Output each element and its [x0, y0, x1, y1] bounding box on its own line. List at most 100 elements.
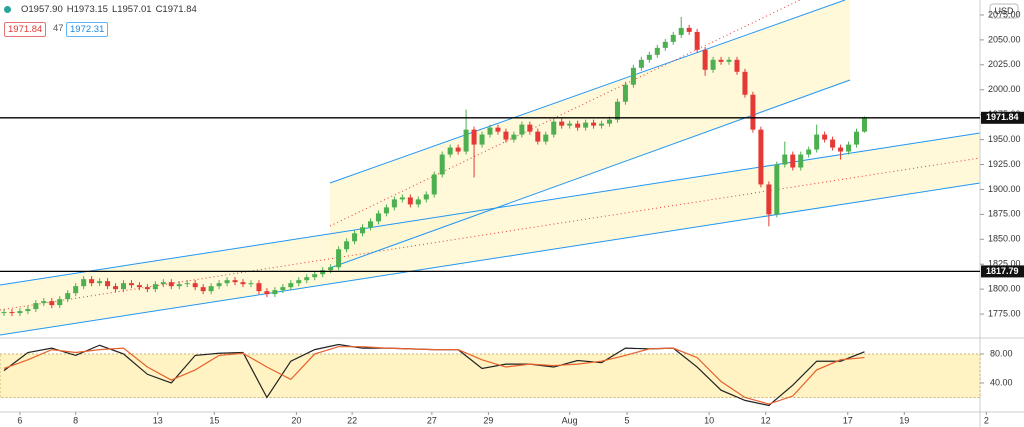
- candle-body: [65, 293, 71, 300]
- x-tick-label: 17: [843, 415, 853, 425]
- candle-body: [662, 41, 668, 48]
- candle-body: [559, 121, 565, 126]
- ohlc-open: O1957.90: [21, 4, 63, 15]
- candle-body: [798, 154, 804, 168]
- candle-body: [519, 124, 525, 135]
- y-tick-label: 2025.00: [988, 59, 1021, 69]
- price-label: 1971.84: [986, 112, 1019, 122]
- candle-body: [320, 270, 326, 275]
- candle-body: [391, 199, 397, 208]
- y-tick-label: 1950.00: [988, 134, 1021, 144]
- candle-body: [81, 279, 87, 287]
- candle-body: [575, 123, 581, 128]
- candle-body: [192, 283, 198, 288]
- candle-body: [288, 283, 294, 288]
- candle-body: [184, 283, 190, 285]
- candle-body: [607, 119, 613, 124]
- candle-body: [822, 134, 828, 140]
- candle-body: [25, 309, 31, 312]
- candle-body: [272, 290, 278, 295]
- candle-body: [830, 139, 836, 148]
- candle-body: [527, 124, 533, 132]
- candle-body: [702, 49, 708, 70]
- y-tick-label: 1825.00: [988, 259, 1021, 269]
- candle-body: [479, 134, 485, 145]
- candle-body: [638, 59, 644, 68]
- ohlc-high: H1973.15: [66, 4, 108, 15]
- y-tick-label: 2050.00: [988, 34, 1021, 44]
- candle-body: [846, 144, 852, 152]
- x-tick-label: 12: [761, 415, 771, 425]
- channel-line: [0, 132, 981, 286]
- x-tick-label: 20: [291, 415, 301, 425]
- candle-body: [160, 282, 166, 285]
- x-tick-label: 22: [347, 415, 357, 425]
- candle-body: [336, 249, 342, 268]
- price-label-box: [981, 111, 1024, 124]
- candle-body: [543, 134, 549, 142]
- y-tick-label: 1800.00: [988, 284, 1021, 294]
- osc-band: [0, 353, 981, 398]
- candle-body: [304, 277, 310, 281]
- candle-body: [670, 34, 676, 42]
- candle-body: [551, 121, 557, 135]
- candle-body: [734, 59, 740, 72]
- candle-body: [1, 312, 7, 314]
- candle-body: [33, 303, 39, 310]
- candle-body: [105, 281, 111, 287]
- candle-body: [750, 94, 756, 130]
- legend-header: O1957.90 H1973.15 L1957.01 C1971.84: [4, 4, 197, 15]
- channel-fill: [0, 133, 980, 335]
- candle-body: [535, 131, 541, 142]
- candle-body: [614, 101, 620, 120]
- candle-body: [367, 221, 373, 228]
- candle-body: [256, 283, 262, 292]
- y-tick-label: 40.00: [990, 377, 1013, 387]
- x-tick-label: 6: [17, 415, 22, 425]
- candle-body: [806, 149, 812, 155]
- candle-body: [511, 134, 517, 140]
- status-dot: [4, 6, 11, 13]
- candle-body: [854, 131, 860, 145]
- candle-body: [630, 67, 636, 85]
- channel-line: [329, 0, 846, 184]
- buy-badge[interactable]: 1972.31: [66, 22, 109, 37]
- candle-body: [136, 285, 142, 288]
- candle-body: [423, 194, 429, 200]
- candle-body: [654, 47, 660, 55]
- currency-box[interactable]: [989, 3, 1019, 19]
- sell-badge[interactable]: 1971.84: [4, 22, 47, 37]
- candle-body: [200, 287, 206, 292]
- candle-body: [128, 283, 134, 286]
- y-tick-label: 1775.00: [988, 308, 1021, 318]
- candle-body: [208, 286, 214, 292]
- candle-body: [646, 54, 652, 60]
- candle-body: [726, 59, 732, 62]
- price-label-box: [981, 265, 1024, 278]
- y-tick-label: 1925.00: [988, 159, 1021, 169]
- candle-body: [710, 59, 716, 70]
- candle-body: [113, 286, 119, 290]
- candle-body: [176, 284, 182, 287]
- candle-body: [447, 147, 453, 155]
- candle-body: [407, 197, 413, 205]
- y-tick-label: 80.00: [990, 348, 1013, 358]
- candle-body: [296, 280, 302, 284]
- candle-body: [766, 184, 772, 215]
- y-tick-label: 2000.00: [988, 84, 1021, 94]
- candle-body: [89, 279, 95, 284]
- currency: USD: [994, 6, 1014, 16]
- x-tick-label: 2: [984, 415, 989, 425]
- x-tick-label: Aug: [562, 415, 578, 425]
- candle-body: [280, 287, 286, 291]
- channel-line: [0, 182, 981, 336]
- channel-fill: [330, 0, 850, 268]
- candle-body: [73, 286, 79, 294]
- candle-body: [591, 122, 597, 126]
- candle-body: [144, 287, 150, 290]
- candle-body: [120, 283, 126, 290]
- x-tick-label: 27: [427, 415, 437, 425]
- spread: 47: [53, 23, 64, 34]
